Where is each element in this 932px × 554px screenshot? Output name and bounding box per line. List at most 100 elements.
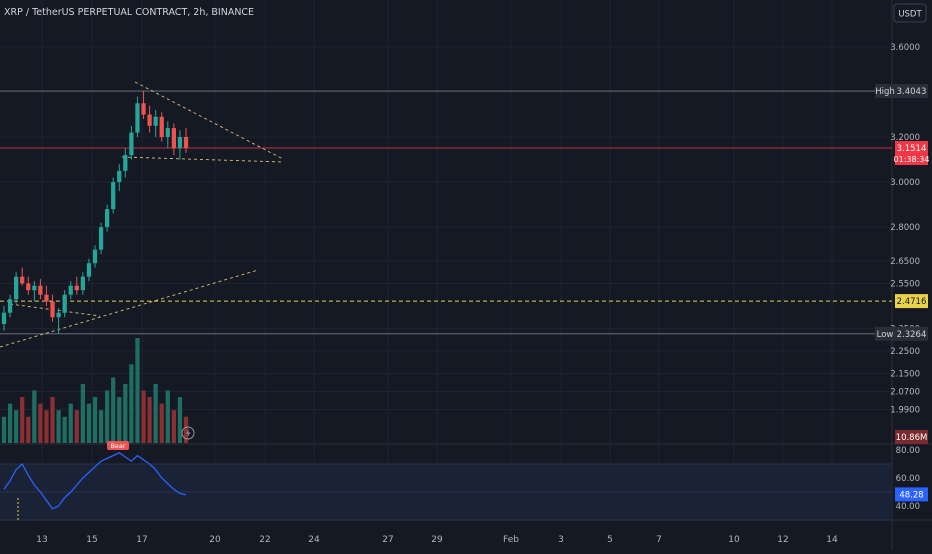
- volume-bar: [68, 403, 73, 443]
- rsi-last-value: 48.28: [899, 490, 923, 500]
- candle[interactable]: [1, 305, 7, 331]
- candle[interactable]: [141, 91, 146, 120]
- x-tick-label: 12: [777, 535, 788, 545]
- volume-bar: [141, 390, 146, 443]
- candle[interactable]: [171, 123, 176, 156]
- candle[interactable]: [26, 276, 31, 295]
- x-tick-label: Feb: [503, 535, 519, 545]
- volume-bar: [56, 410, 61, 443]
- current-price-bg: [895, 141, 928, 166]
- countdown: 01:38:34: [894, 155, 930, 164]
- rsi-last-value-bg: [895, 487, 928, 502]
- low-value: 2.3264: [897, 330, 927, 340]
- price-tick-label: 3.0000: [890, 178, 920, 188]
- candle[interactable]: [50, 294, 55, 322]
- low-value-bg: [895, 326, 928, 341]
- volume-bar: [92, 397, 98, 443]
- volume-bar: [7, 403, 13, 443]
- price-tick-label: 2.0700: [890, 388, 920, 398]
- candle[interactable]: [92, 245, 98, 268]
- high-label: High: [875, 87, 895, 97]
- x-tick-label: 13: [36, 535, 47, 545]
- volume-bar: [153, 383, 158, 443]
- candle[interactable]: [165, 121, 170, 149]
- candle[interactable]: [20, 267, 25, 286]
- trendline[interactable]: [121, 156, 284, 163]
- volume-bar: [86, 403, 92, 443]
- high-value-bg: [895, 84, 928, 99]
- x-tick-label: 22: [259, 535, 270, 545]
- candle[interactable]: [147, 105, 152, 133]
- candle[interactable]: [44, 285, 49, 306]
- candle[interactable]: [135, 96, 140, 138]
- candle[interactable]: [183, 128, 189, 153]
- currency-button-frame[interactable]: [893, 3, 927, 23]
- volume-bar: [62, 416, 67, 443]
- candle[interactable]: [98, 222, 104, 255]
- candle[interactable]: [32, 281, 37, 302]
- volume-bar: [74, 410, 79, 443]
- x-tick-label: 15: [86, 535, 97, 545]
- x-tick-label: 5: [607, 535, 613, 545]
- candle[interactable]: [105, 204, 110, 232]
- trendline[interactable]: [0, 269, 259, 348]
- rsi-layer: Bear: [0, 441, 892, 521]
- price-tick-label: 2.5500: [890, 279, 920, 289]
- current-price: 3.1514: [897, 144, 927, 154]
- candle[interactable]: [80, 272, 85, 295]
- candle[interactable]: [62, 290, 67, 318]
- candle[interactable]: [129, 125, 134, 160]
- candle[interactable]: [14, 272, 19, 304]
- volume-bar: [44, 410, 49, 443]
- low-label: Low: [877, 330, 894, 340]
- axes: 13 15 17 20 22 24 27 29 Feb 3 5 7 10 12 14 3.6000 3.2000…: [36, 43, 920, 545]
- rsi-tick-label: 80.00: [896, 446, 920, 456]
- high-label-bg: [875, 84, 895, 99]
- candle[interactable]: [177, 130, 183, 160]
- high-value: 3.4043: [897, 87, 927, 97]
- volume-bar: [20, 397, 25, 443]
- trendline[interactable]: [134, 81, 284, 160]
- candle[interactable]: [111, 177, 116, 214]
- candle[interactable]: [159, 112, 164, 142]
- volume-bar: [135, 338, 140, 443]
- price-tick-label: 2.8000: [890, 223, 920, 233]
- lightning-icon[interactable]: [181, 426, 195, 440]
- rsi-line: [3, 452, 187, 510]
- candle[interactable]: [56, 308, 61, 334]
- volume-bar: [26, 416, 31, 443]
- volume-bar: [38, 403, 43, 443]
- rsi-tick-label: 60.00: [896, 474, 920, 484]
- volume-layer: [1, 338, 189, 443]
- chart-title: XRP / TetherUS PERPETUAL CONTRACT, 2h, B…: [4, 7, 254, 18]
- x-tick-label: 29: [431, 535, 443, 545]
- price-tick-label: 1.9900: [890, 406, 920, 416]
- volume-last-value-bg: [895, 430, 928, 444]
- volume-bar: [147, 397, 152, 443]
- volume-bar: [111, 377, 116, 443]
- x-tick-label: 7: [656, 535, 662, 545]
- candles[interactable]: [1, 91, 189, 334]
- x-tick-label: 24: [308, 535, 320, 545]
- candle[interactable]: [117, 164, 122, 192]
- x-tick-label: 17: [136, 535, 147, 545]
- candle[interactable]: [68, 281, 73, 300]
- price-tick-label: 3.6000: [890, 43, 920, 53]
- volume-bar: [183, 416, 189, 443]
- candle[interactable]: [123, 148, 128, 178]
- volume-bar: [105, 390, 110, 443]
- candle[interactable]: [86, 258, 92, 282]
- volume-bar: [32, 390, 37, 443]
- price-tick-label: 2.6500: [890, 257, 920, 267]
- level-lines: [0, 81, 892, 348]
- candle[interactable]: [38, 278, 43, 300]
- dashed-level-value: 2.4716: [897, 297, 927, 307]
- candle[interactable]: [153, 110, 158, 138]
- candle[interactable]: [7, 294, 13, 318]
- currency-button[interactable]: USDT: [898, 10, 922, 20]
- candle[interactable]: [74, 276, 79, 295]
